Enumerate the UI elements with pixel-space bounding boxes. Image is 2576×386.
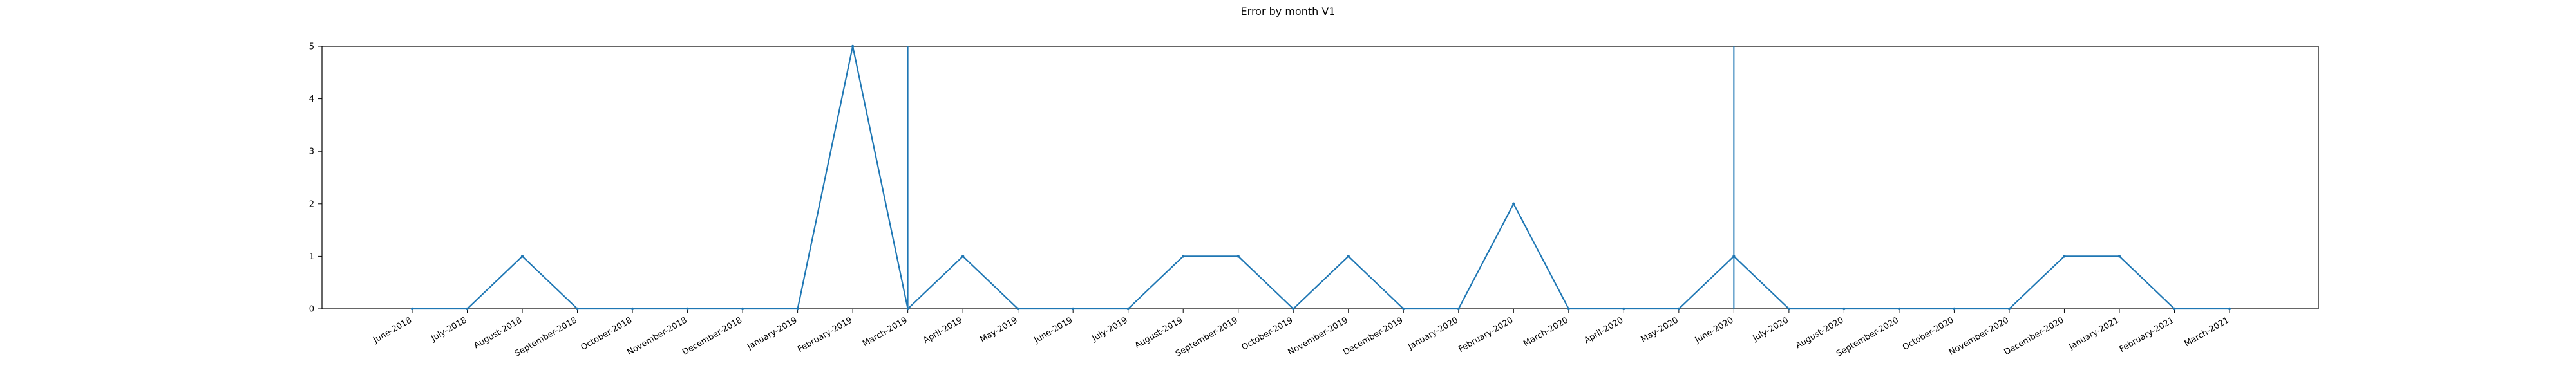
data-point [2007,307,2011,311]
x-tick-label: June-2020 [1693,315,1736,345]
data-point [1842,307,1846,311]
y-tick-label: 2 [309,199,314,209]
x-tick-label: February-2019 [796,315,854,354]
y-tick-label: 0 [309,305,314,315]
data-point [1236,255,1240,258]
x-tick-label: July-2020 [1751,315,1790,344]
x-tick-label: October-2020 [1901,315,1956,352]
data-point [1071,307,1075,311]
x-tick-label: December-2020 [2003,315,2066,357]
x-tick-label: April-2019 [922,315,964,345]
data-point [520,255,524,258]
data-point [1953,307,1956,311]
x-tick-label: March-2021 [2183,315,2231,349]
x-tick-label: July-2019 [1090,315,1130,344]
y-tick-label: 1 [309,252,314,262]
x-tick-label: November-2020 [1947,315,2011,357]
chart-title: Error by month V1 [1240,5,1336,17]
data-point [1732,255,1736,258]
data-point [466,307,469,311]
x-tick-label: January-2019 [745,315,799,352]
y-tick-label: 3 [309,147,314,157]
data-point [1126,307,1130,311]
x-tick-label: October-2019 [1240,315,1295,352]
x-tick-label: January-2020 [1406,315,1460,352]
x-tick-label: May-2019 [978,315,1019,344]
x-tick-label: June-2019 [1032,315,1075,345]
data-point [1677,307,1681,311]
x-tick-label: April-2020 [1582,315,1625,345]
x-tick-label: January-2021 [2067,315,2121,352]
x-tick-label: August-2018 [472,315,524,351]
x-tick-label: September-2018 [513,315,579,358]
data-point [2228,307,2231,311]
data-point [906,307,909,311]
x-tick-label: November-2019 [1287,315,1350,357]
x-tick-label: March-2020 [1522,315,1570,349]
data-point [1897,307,1901,311]
data-point [576,307,579,311]
data-point [2117,255,2121,258]
x-tick-label: August-2019 [1133,315,1185,351]
data-point [630,307,634,311]
x-tick-label: June-2018 [371,315,413,345]
y-tick-label: 4 [309,95,314,104]
data-point [1622,307,1625,311]
data-point [1182,255,1185,258]
x-tick-label: September-2020 [1835,315,1900,358]
x-tick-label: October-2018 [580,315,634,352]
data-point [2063,255,2066,258]
data-point [410,307,414,311]
data-point [796,307,799,311]
x-tick-label: December-2018 [681,315,744,357]
data-point [1787,307,1791,311]
series-line [412,46,2230,311]
x-tick-label: February-2021 [2118,315,2176,354]
y-tick-label: 5 [309,42,314,52]
data-point [1292,307,1295,311]
x-tick-label: July-2018 [429,315,468,344]
x-tick-label: August-2020 [1794,315,1846,351]
x-tick-label: February-2020 [1457,315,1515,354]
x-tick-label: September-2019 [1174,315,1240,358]
data-point [741,307,744,311]
data-point [2173,307,2176,311]
x-tick-label: December-2019 [1341,315,1405,357]
data-point [1402,307,1405,311]
data-point [1457,307,1460,311]
plot-frame [321,46,2319,309]
data-point [686,307,689,311]
x-tick-label: March-2019 [861,315,909,349]
data-point [1347,255,1350,258]
data-point [1567,307,1571,311]
x-tick-label: November-2018 [626,315,689,357]
x-tick-label: May-2020 [1640,315,1680,344]
data-point [1016,307,1019,311]
data-point [851,44,855,48]
data-point [1512,202,1515,205]
data-point [961,255,965,258]
